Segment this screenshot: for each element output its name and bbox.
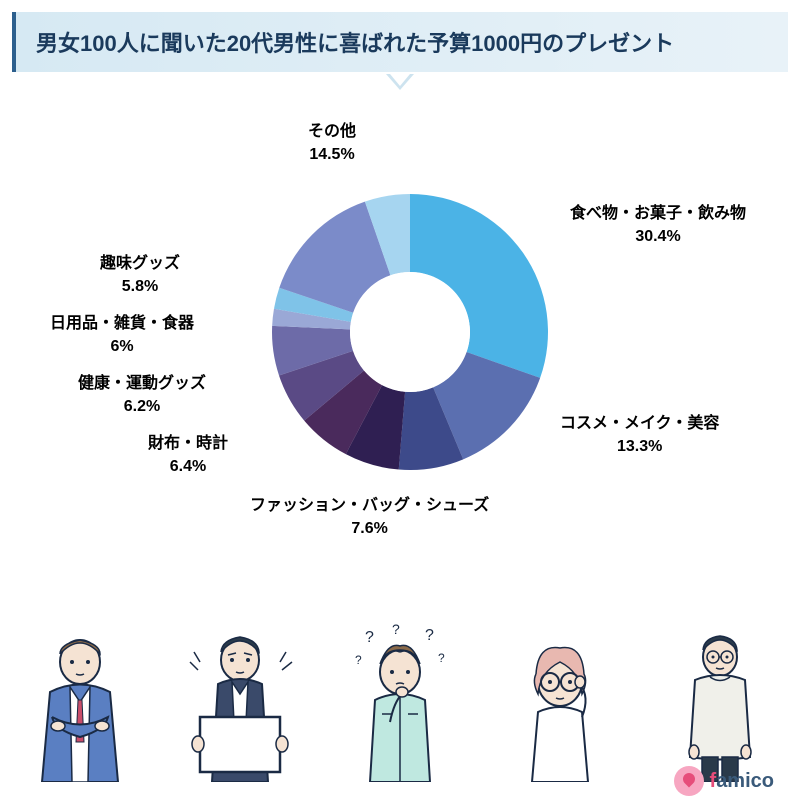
page-title: 男女100人に聞いた20代男性に喜ばれた予算1000円のプレゼント (12, 12, 788, 72)
chart-label: 趣味グッズ5.8% (100, 252, 180, 298)
chart-label: コスメ・メイク・美容13.3% (560, 412, 719, 458)
chart-label: ファッション・バッグ・シューズ7.6% (250, 494, 489, 540)
people-illustrations: ? ? ? ? ? (0, 612, 800, 782)
chart-label: 財布・時計6.4% (148, 432, 228, 478)
logo-mark (674, 766, 704, 796)
brand-logo: famico (674, 766, 774, 796)
chart-label: 食べ物・お菓子・飲み物30.4% (570, 202, 746, 248)
person-glasses (490, 622, 630, 782)
logo-rest: amico (716, 770, 774, 792)
svg-text:?: ? (425, 627, 434, 644)
donut-chart (270, 192, 550, 472)
person-standing (650, 622, 790, 782)
person-thinking: ? ? ? ? ? (330, 622, 470, 782)
person-sign-holder (170, 622, 310, 782)
person-businessman (10, 622, 150, 782)
chart-label: 日用品・雑貨・食器6% (50, 312, 194, 358)
title-pointer-inner (390, 74, 410, 86)
chart-label: その他14.5% (308, 120, 356, 166)
svg-text:?: ? (392, 622, 400, 637)
svg-text:?: ? (438, 651, 445, 665)
chart-area: その他14.5% 食べ物・お菓子・飲み物30.4% 趣味グッズ5.8% 日用品・雑貨・… (0, 92, 800, 592)
svg-text:?: ? (365, 629, 374, 646)
chart-label: 健康・運動グッズ6.2% (78, 372, 206, 418)
svg-text:?: ? (355, 653, 362, 667)
